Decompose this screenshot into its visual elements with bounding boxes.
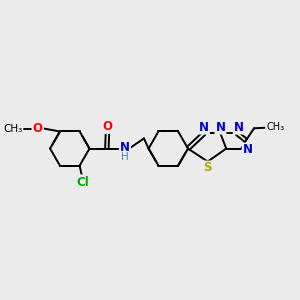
Text: O: O	[33, 122, 43, 135]
Text: O: O	[103, 120, 112, 133]
Text: Cl: Cl	[76, 176, 89, 189]
Text: N: N	[120, 142, 130, 154]
Text: O: O	[103, 120, 112, 133]
Text: N: N	[120, 142, 130, 154]
Text: N: N	[199, 121, 209, 134]
Text: H: H	[121, 152, 129, 162]
Text: CH₃: CH₃	[266, 122, 284, 132]
Text: CH₃: CH₃	[266, 122, 284, 132]
Text: CH₃: CH₃	[3, 124, 22, 134]
Text: O: O	[33, 122, 43, 135]
Text: S: S	[203, 161, 212, 175]
Text: H: H	[121, 152, 129, 162]
Text: N: N	[243, 143, 253, 157]
Text: N: N	[215, 121, 225, 134]
Text: N: N	[234, 121, 244, 134]
Text: CH₃: CH₃	[3, 124, 22, 134]
Text: Cl: Cl	[76, 176, 89, 189]
